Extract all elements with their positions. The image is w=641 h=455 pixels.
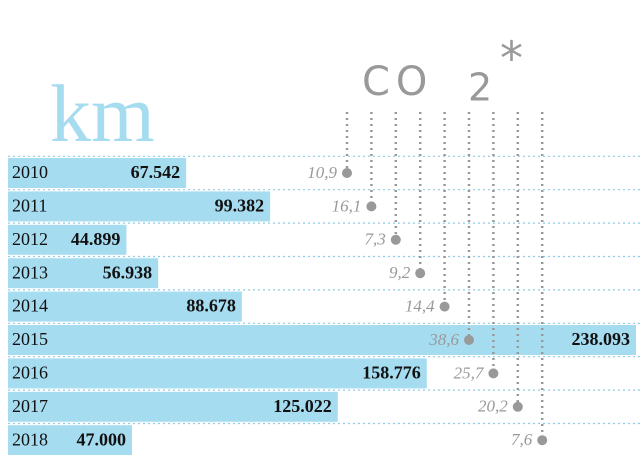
category-label: 2014 [12, 296, 48, 316]
value-label: 238.093 [571, 329, 630, 349]
co2-dot [537, 435, 548, 446]
category-label: 2010 [12, 162, 48, 182]
category-label: 2015 [12, 329, 48, 349]
value-label: 67.542 [131, 162, 181, 182]
co2-dot [464, 335, 474, 345]
category-label: 2011 [12, 196, 47, 216]
co2-label: 14,4 [405, 297, 435, 316]
co2-dot [342, 168, 352, 178]
bar [8, 425, 132, 455]
co2-label: 7,3 [365, 230, 386, 249]
co2-dot [488, 368, 499, 379]
co2-dot [366, 201, 377, 212]
cloud-subscript: 2 [468, 66, 492, 110]
cloud-mark: * [500, 32, 523, 86]
bar [8, 191, 271, 222]
bar [8, 391, 338, 422]
bar [8, 158, 187, 188]
co2-label: 20,2 [478, 397, 508, 416]
co2-dot [439, 301, 450, 312]
category-label: 2013 [12, 262, 48, 282]
cloud-label: CO [362, 59, 433, 105]
category-label: 2018 [12, 429, 48, 449]
co2-label: 7,6 [511, 430, 533, 449]
bar [8, 358, 427, 389]
category-label: 2012 [12, 229, 48, 249]
co2-label: 16,1 [332, 196, 362, 215]
co2-label: 38,6 [428, 330, 459, 349]
co2-label: 9,2 [389, 263, 411, 282]
value-label: 99.382 [215, 196, 265, 216]
category-label: 2016 [12, 363, 48, 383]
co2-label: 10,9 [307, 163, 337, 182]
value-label: 158.776 [362, 363, 421, 383]
value-label: 56.938 [103, 262, 153, 282]
bar [8, 291, 242, 322]
category-label: 2017 [12, 396, 48, 416]
bar [8, 325, 636, 355]
co2-dot [512, 401, 523, 412]
value-label: 125.022 [273, 396, 332, 416]
axis-label: km [50, 68, 155, 159]
value-label: 47.000 [76, 429, 126, 449]
value-label: 44.899 [71, 229, 121, 249]
co2-label: 25,7 [454, 363, 485, 382]
bar [8, 258, 159, 289]
bar [8, 224, 127, 255]
co2-dot [415, 268, 426, 279]
co2-dot [390, 234, 401, 245]
value-label: 88.678 [186, 296, 236, 316]
